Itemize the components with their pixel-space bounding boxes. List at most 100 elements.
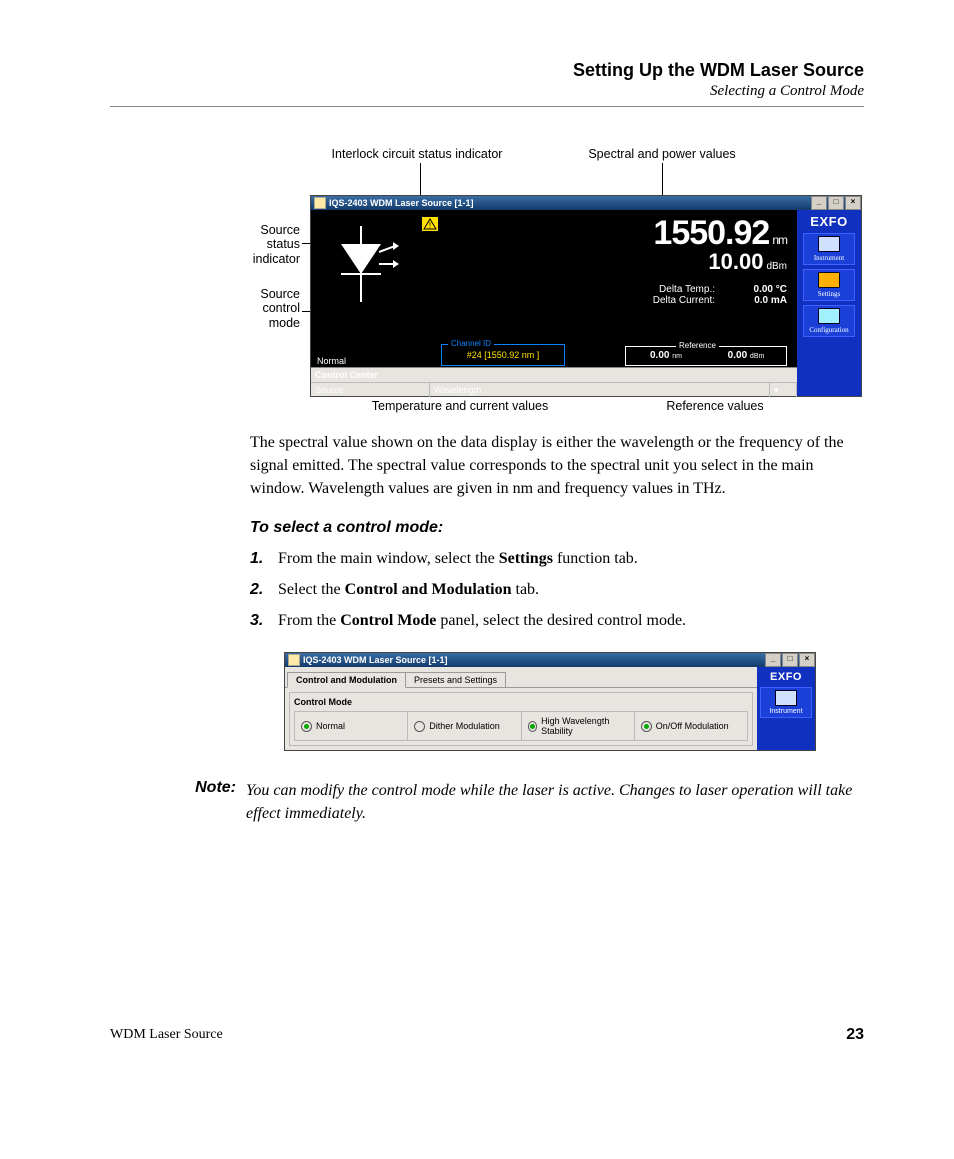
titlebar[interactable]: IQS-2403 WDM Laser Source [1-1] _ □ × [311,196,861,210]
step-2-bold: Control and Modulation [345,581,512,598]
app-icon [314,197,326,209]
delta-current-unit: mA [771,295,787,306]
control-mode-label: Normal [317,356,346,366]
configuration-tab-label: Configuration [809,326,848,334]
settings-tab-label: Settings [818,290,841,298]
callout-source-mode: Source control mode [200,287,300,330]
step-1-bold: Settings [499,550,553,567]
control-mode-panel: Control Mode Normal Dither Modulation Hi… [289,692,753,746]
radio-normal[interactable] [301,721,312,732]
maximize-button[interactable]: □ [828,196,844,210]
settings-window: IQS-2403 WDM Laser Source [1-1] _ □ × Co… [284,652,816,751]
side-panel-2: EXFO Instrument [757,667,815,750]
option-onoff[interactable]: On/Off Modulation [635,712,747,740]
configuration-tab[interactable]: Configuration [803,305,855,337]
page-number: 23 [846,1026,864,1044]
ref-dbm-value: 0.00 [728,350,747,361]
radio-high-stability[interactable] [528,721,538,732]
window-buttons: _ □ × [810,196,861,210]
header-title: Setting Up the WDM Laser Source [110,60,864,81]
footer-doc-title: WDM Laser Source [110,1027,223,1043]
maximize-button-2[interactable]: □ [782,653,798,667]
power-unit: dBm [766,261,787,272]
close-button[interactable]: × [845,196,861,210]
step-2: 2. Select the Control and Modulation tab… [250,578,864,601]
spectral-power-readout: 1550.92nm 10.00dBm [653,214,787,275]
callout-interlock: Interlock circuit status indicator [302,147,532,161]
minimize-button-2[interactable]: _ [765,653,781,667]
note-label: Note: [186,779,236,825]
page-header: Setting Up the WDM Laser Source Selectin… [110,60,864,100]
option-high-stability[interactable]: High Wavelength Stability [522,712,635,740]
channel-id-title: Channel ID [448,339,494,348]
note-block: Note: You can modify the control mode wh… [186,779,864,825]
instrument-tab-label: Instrument [814,254,844,262]
callout-source-status: Source status indicator [200,223,300,266]
paragraph-spectral: The spectral value shown on the data dis… [250,431,864,501]
option-dither[interactable]: Dither Modulation [408,712,521,740]
procedure-steps: 1. From the main window, select the Sett… [250,547,864,633]
step-1-pre: From the main window, select the [278,550,499,567]
side-panel: EXFO Instrument Settings Configuration [797,210,861,396]
ref-nm-value: 0.00 [650,350,669,361]
step-3-post: panel, select the desired control mode. [436,612,686,629]
control-mode-options: Normal Dither Modulation High Wavelength… [294,711,748,741]
step-3-bold: Control Mode [340,612,436,629]
instrument-tab[interactable]: Instrument [803,233,855,265]
body-content: The spectral value shown on the data dis… [250,431,864,751]
option-high-stability-label: High Wavelength Stability [541,716,628,736]
window-title-2: IQS-2403 WDM Laser Source [1-1] [303,655,448,665]
instrument-tab-2-label: Instrument [769,708,802,715]
annotated-screenshot: Interlock circuit status indicator Spect… [230,147,870,417]
option-normal[interactable]: Normal [295,712,408,740]
callout-spectral: Spectral and power values [562,147,762,161]
step-2-pre: Select the [278,581,345,598]
laser-diode-icon [321,224,401,304]
header-rule [110,106,864,107]
reference-box: Reference 0.00 nm 0.00 dBm [625,346,787,366]
window-buttons-2: _ □ × [764,653,815,667]
instrument-window: IQS-2403 WDM Laser Source [1-1] _ □ × [310,195,862,397]
page-footer: WDM Laser Source 23 [110,1026,864,1044]
ref-dbm-unit: dBm [750,353,764,360]
control-mode-panel-label: Control Mode [294,697,748,707]
step-3: 3. From the Control Mode panel, select t… [250,609,864,632]
option-onoff-label: On/Off Modulation [656,721,729,731]
option-normal-label: Normal [316,721,345,731]
header-subtitle: Selecting a Control Mode [110,83,864,100]
reference-title: Reference [676,341,719,350]
ref-nm-unit: nm [672,353,682,360]
wavelength-value: 1550.92 [653,214,769,252]
power-value: 10.00 [708,249,763,274]
instrument-tab-2[interactable]: Instrument [760,687,812,718]
data-display: ! 1550.92nm 10.00dBm Delta Temp.: 0.00 °… [311,210,797,396]
close-button-2[interactable]: × [799,653,815,667]
delta-temp-label: Delta Temp.: [625,284,715,295]
brand-logo: EXFO [810,214,847,229]
option-dither-label: Dither Modulation [429,721,500,731]
cc-dropdown-icon[interactable]: ▾ [770,383,797,397]
titlebar-2[interactable]: IQS-2403 WDM Laser Source [1-1] _ □ × [285,653,815,667]
step-1-number: 1. [250,547,278,570]
procedure-heading: To select a control mode: [250,519,864,537]
step-1: 1. From the main window, select the Sett… [250,547,864,570]
settings-tab[interactable]: Settings [803,269,855,301]
radio-onoff[interactable] [641,721,652,732]
interlock-icon: ! [421,216,439,232]
delta-current-label: Delta Current: [625,295,715,306]
tab-control-modulation[interactable]: Control and Modulation [287,672,406,688]
instrument-icon [818,236,840,252]
note-text: You can modify the control mode while th… [246,779,864,825]
radio-dither[interactable] [414,721,425,732]
minimize-button[interactable]: _ [811,196,827,210]
control-center-label: Control Center [311,368,797,382]
delta-current-value: 0.0 [754,295,768,306]
configuration-icon [818,308,840,324]
delta-temp-value: 0.00 [754,284,773,295]
page: Setting Up the WDM Laser Source Selectin… [0,0,954,1084]
cc-wavelength-label: Wavelength [430,383,770,397]
settings-icon [818,272,840,288]
tab-presets-settings[interactable]: Presets and Settings [405,672,506,687]
channel-id-box: Channel ID #24 [1550.92 nm ] [441,344,565,366]
window-body: ! 1550.92nm 10.00dBm Delta Temp.: 0.00 °… [311,210,861,396]
